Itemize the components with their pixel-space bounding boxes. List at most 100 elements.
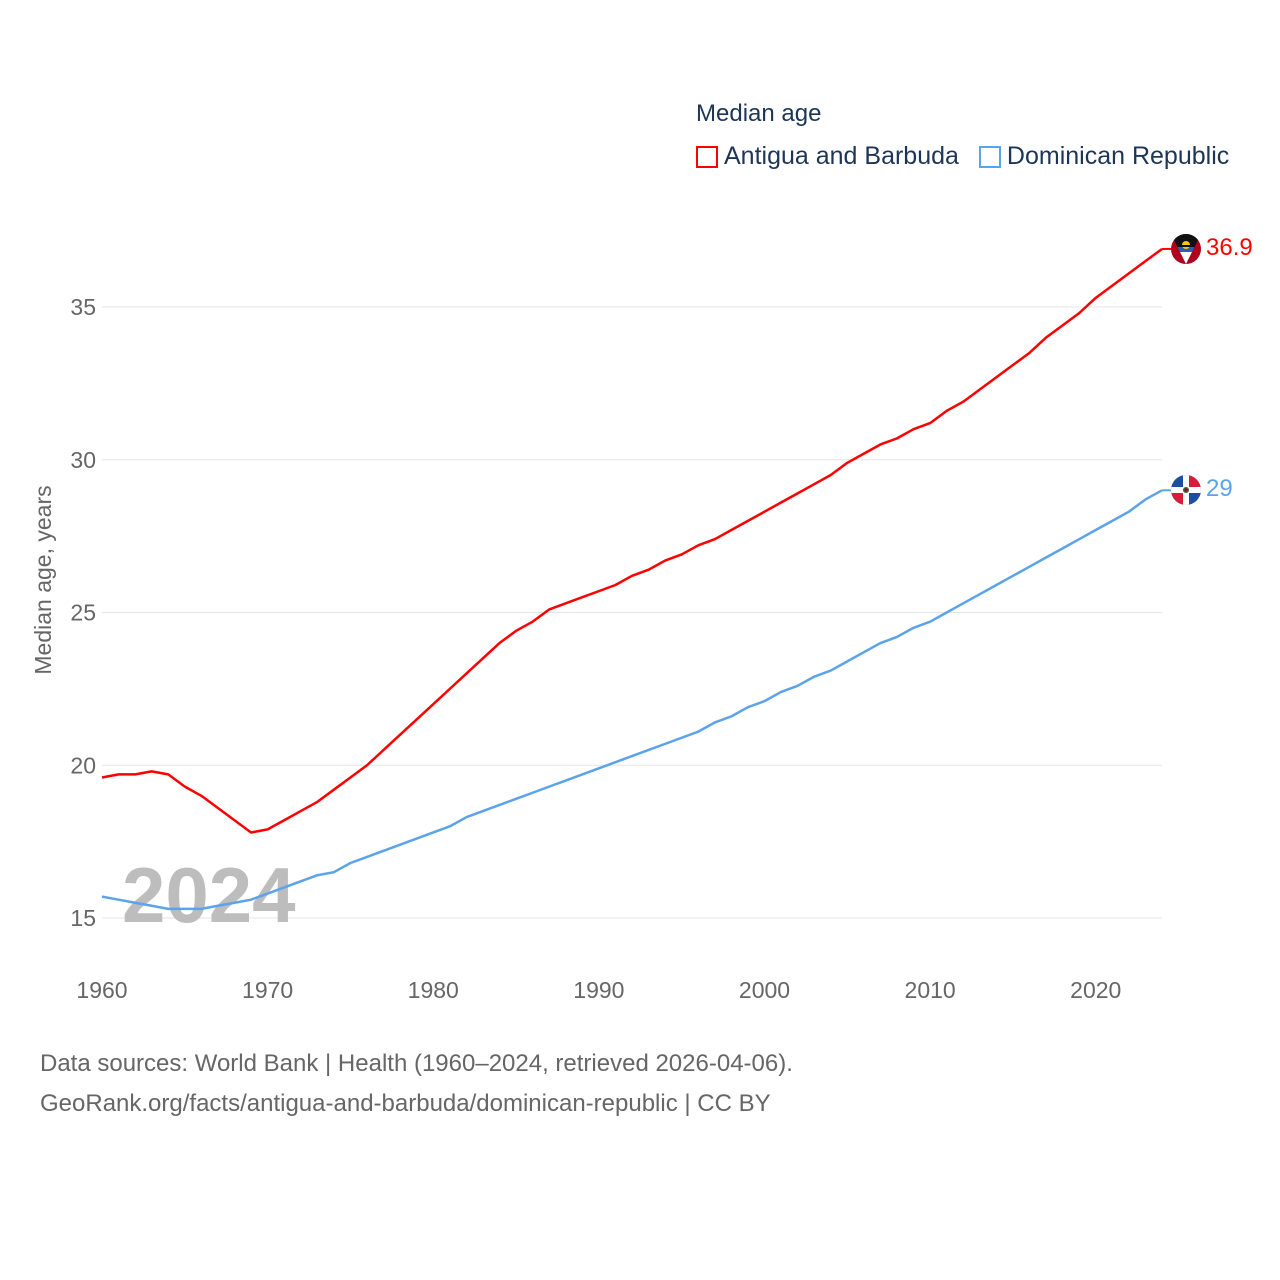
data-point-dominican-republic[interactable] <box>596 765 602 771</box>
data-point-antigua-and-barbuda[interactable] <box>960 399 966 405</box>
data-point-dominican-republic[interactable] <box>116 897 122 903</box>
data-point-dominican-republic[interactable] <box>695 729 701 735</box>
data-point-antigua-and-barbuda[interactable] <box>745 518 751 524</box>
data-point-dominican-republic[interactable] <box>728 713 734 719</box>
data-point-dominican-republic[interactable] <box>265 891 271 897</box>
data-point-antigua-and-barbuda[interactable] <box>1109 283 1115 289</box>
data-point-antigua-and-barbuda[interactable] <box>877 441 883 447</box>
data-point-dominican-republic[interactable] <box>1027 564 1033 570</box>
source-link[interactable]: GeoRank.org/facts/antigua-and-barbuda/do… <box>40 1090 771 1117</box>
data-point-dominican-republic[interactable] <box>579 771 585 777</box>
data-point-antigua-and-barbuda[interactable] <box>530 619 536 625</box>
data-point-antigua-and-barbuda[interactable] <box>944 408 950 414</box>
data-point-antigua-and-barbuda[interactable] <box>1060 322 1066 328</box>
data-point-antigua-and-barbuda[interactable] <box>795 490 801 496</box>
data-point-antigua-and-barbuda[interactable] <box>993 374 999 380</box>
data-point-dominican-republic[interactable] <box>364 854 370 860</box>
data-point-antigua-and-barbuda[interactable] <box>1093 295 1099 301</box>
data-point-dominican-republic[interactable] <box>331 869 337 875</box>
data-point-antigua-and-barbuda[interactable] <box>397 732 403 738</box>
data-point-antigua-and-barbuda[interactable] <box>165 771 171 777</box>
data-point-dominican-republic[interactable] <box>215 903 221 909</box>
legend-item-antigua-and-barbuda[interactable]: Antigua and Barbuda <box>696 142 959 171</box>
data-point-antigua-and-barbuda[interactable] <box>215 805 221 811</box>
data-point-antigua-and-barbuda[interactable] <box>314 799 320 805</box>
data-point-dominican-republic[interactable] <box>1142 496 1148 502</box>
data-point-dominican-republic[interactable] <box>132 900 138 906</box>
data-point-dominican-republic[interactable] <box>977 591 983 597</box>
data-point-dominican-republic[interactable] <box>1043 555 1049 561</box>
data-point-antigua-and-barbuda[interactable] <box>430 701 436 707</box>
data-point-dominican-republic[interactable] <box>381 848 387 854</box>
data-point-dominican-republic[interactable] <box>612 759 618 765</box>
data-point-antigua-and-barbuda[interactable] <box>762 509 768 515</box>
data-point-antigua-and-barbuda[interactable] <box>546 606 552 612</box>
data-point-antigua-and-barbuda[interactable] <box>414 716 420 722</box>
data-point-antigua-and-barbuda[interactable] <box>1010 362 1016 368</box>
data-point-dominican-republic[interactable] <box>1093 527 1099 533</box>
data-point-dominican-republic[interactable] <box>911 625 917 631</box>
data-point-dominican-republic[interactable] <box>662 741 668 747</box>
data-point-antigua-and-barbuda[interactable] <box>646 567 652 573</box>
data-point-antigua-and-barbuda[interactable] <box>347 774 353 780</box>
data-point-antigua-and-barbuda[interactable] <box>679 551 685 557</box>
data-point-dominican-republic[interactable] <box>530 790 536 796</box>
data-point-antigua-and-barbuda[interactable] <box>497 640 503 646</box>
data-point-dominican-republic[interactable] <box>712 719 718 725</box>
data-point-antigua-and-barbuda[interactable] <box>381 747 387 753</box>
data-point-dominican-republic[interactable] <box>248 897 254 903</box>
data-point-antigua-and-barbuda[interactable] <box>1076 310 1082 316</box>
data-point-dominican-republic[interactable] <box>894 634 900 640</box>
data-point-dominican-republic[interactable] <box>944 610 950 616</box>
data-point-dominican-republic[interactable] <box>347 860 353 866</box>
data-point-antigua-and-barbuda[interactable] <box>149 768 155 774</box>
data-point-dominican-republic[interactable] <box>314 872 320 878</box>
data-point-antigua-and-barbuda[interactable] <box>132 771 138 777</box>
series-line-antigua-and-barbuda[interactable] <box>101 247 1163 834</box>
data-point-dominican-republic[interactable] <box>960 600 966 606</box>
data-point-antigua-and-barbuda[interactable] <box>563 600 569 606</box>
data-point-antigua-and-barbuda[interactable] <box>811 481 817 487</box>
data-point-dominican-republic[interactable] <box>232 900 238 906</box>
data-point-antigua-and-barbuda[interactable] <box>728 527 734 533</box>
data-point-dominican-republic[interactable] <box>99 894 105 900</box>
data-point-dominican-republic[interactable] <box>447 823 453 829</box>
data-point-antigua-and-barbuda[interactable] <box>894 435 900 441</box>
data-point-dominican-republic[interactable] <box>1126 509 1132 515</box>
data-point-dominican-republic[interactable] <box>679 735 685 741</box>
data-point-dominican-republic[interactable] <box>513 796 519 802</box>
data-point-dominican-republic[interactable] <box>861 649 867 655</box>
data-point-dominican-republic[interactable] <box>844 658 850 664</box>
data-point-antigua-and-barbuda[interactable] <box>712 536 718 542</box>
data-point-antigua-and-barbuda[interactable] <box>463 671 469 677</box>
data-point-antigua-and-barbuda[interactable] <box>265 826 271 832</box>
data-point-dominican-republic[interactable] <box>778 689 784 695</box>
data-point-antigua-and-barbuda[interactable] <box>513 628 519 634</box>
data-point-antigua-and-barbuda[interactable] <box>1126 270 1132 276</box>
data-point-antigua-and-barbuda[interactable] <box>1142 258 1148 264</box>
data-point-dominican-republic[interactable] <box>480 808 486 814</box>
data-point-dominican-republic[interactable] <box>281 884 287 890</box>
data-point-dominican-republic[interactable] <box>828 668 834 674</box>
data-point-antigua-and-barbuda[interactable] <box>116 771 122 777</box>
data-point-antigua-and-barbuda[interactable] <box>596 588 602 594</box>
data-point-dominican-republic[interactable] <box>795 683 801 689</box>
data-point-antigua-and-barbuda[interactable] <box>778 500 784 506</box>
data-point-dominican-republic[interactable] <box>463 814 469 820</box>
data-point-dominican-republic[interactable] <box>1109 518 1115 524</box>
data-point-dominican-republic[interactable] <box>1060 545 1066 551</box>
data-point-dominican-republic[interactable] <box>745 704 751 710</box>
data-point-antigua-and-barbuda[interactable] <box>662 558 668 564</box>
data-point-dominican-republic[interactable] <box>198 906 204 912</box>
data-point-dominican-republic[interactable] <box>762 698 768 704</box>
data-point-dominican-republic[interactable] <box>430 829 436 835</box>
data-point-dominican-republic[interactable] <box>165 906 171 912</box>
data-point-dominican-republic[interactable] <box>877 640 883 646</box>
data-point-antigua-and-barbuda[interactable] <box>480 655 486 661</box>
data-point-dominican-republic[interactable] <box>993 582 999 588</box>
data-point-dominican-republic[interactable] <box>414 836 420 842</box>
data-point-antigua-and-barbuda[interactable] <box>331 787 337 793</box>
data-point-antigua-and-barbuda[interactable] <box>99 774 105 780</box>
data-point-antigua-and-barbuda[interactable] <box>695 542 701 548</box>
data-point-dominican-republic[interactable] <box>629 753 635 759</box>
